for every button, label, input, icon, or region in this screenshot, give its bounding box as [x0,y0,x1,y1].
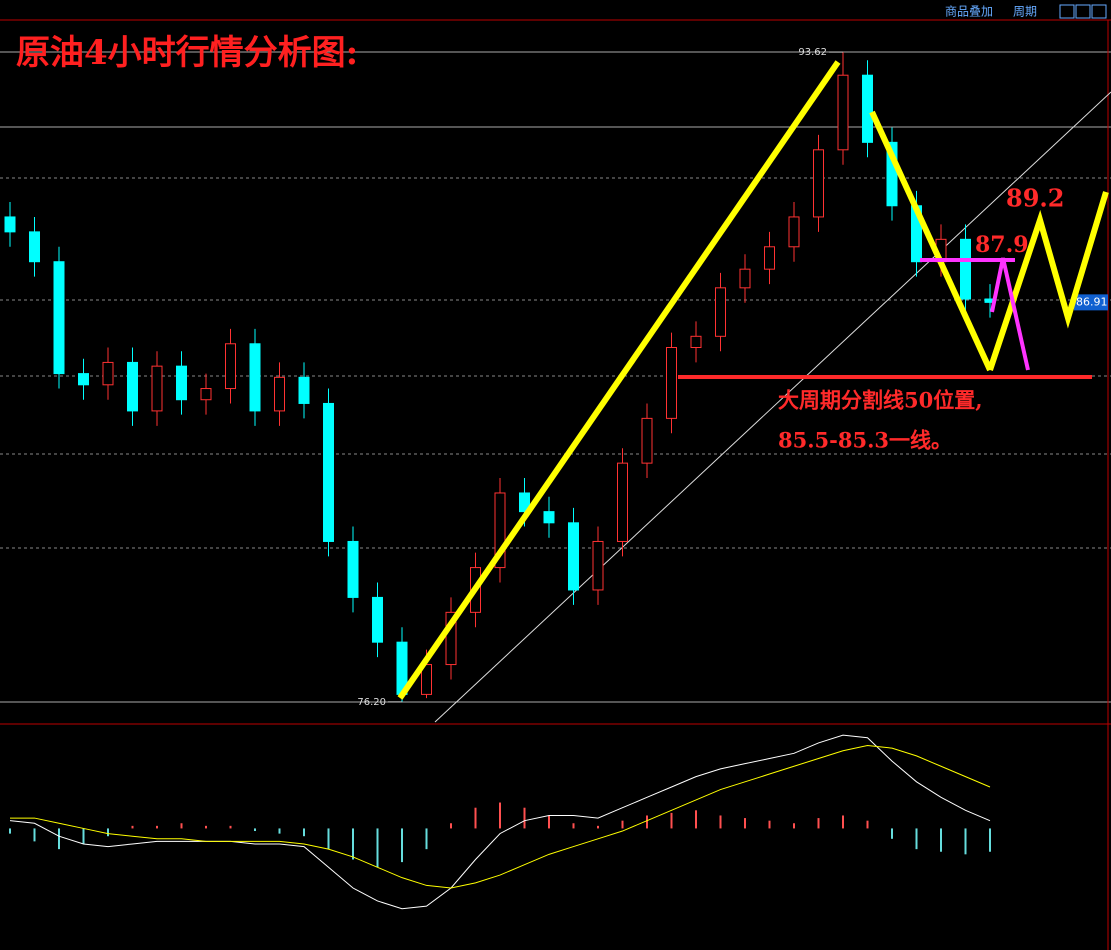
candle-body [960,238,971,300]
candle-body [592,540,604,591]
candle-body [298,376,310,404]
candle-body [886,141,898,207]
candle-body [837,74,849,151]
candle-body [176,365,187,401]
last-price-label: 86.91 [1076,295,1108,308]
annotation: 大周期分割线50位置, [778,388,983,413]
macd-dif [9,734,991,910]
toolbar [0,0,1111,20]
period-button[interactable]: 周期 [1013,5,1037,19]
extreme-label: 93.62 [798,47,827,58]
candle-body [568,522,579,591]
annotation: 87.9 [975,232,1029,258]
nav-button[interactable] [1059,4,1075,19]
nav-button[interactable] [1091,4,1107,19]
candle-body [813,149,824,218]
candle-body [617,462,628,542]
candle-body [78,373,89,386]
candle-body [4,216,16,233]
extreme-label: 76.20 [357,697,386,708]
candle-body [127,361,138,412]
chart-title: 原油4小时行情分析图: [16,33,358,73]
candle-body [494,492,506,569]
grid [0,20,1111,950]
candle-body [788,216,800,248]
overlay-button[interactable]: 商品叠加 [945,4,993,19]
annotation: 89.2 [1006,184,1064,213]
candle-body [372,596,383,643]
candle-body [715,287,726,337]
candle-body [249,343,261,412]
annotation-arrows [397,60,1109,700]
candle-body [690,335,702,349]
candle-body [53,261,65,375]
candle-body [445,611,457,666]
candle-body [102,361,114,386]
annotations: 89.2 87.9 大周期分割线50位置, 85.5-85.3一线。 [778,184,1064,453]
candle-body [519,492,530,513]
candle-body [739,268,751,289]
candle-body [274,376,285,412]
nav-button[interactable] [1075,4,1091,19]
candle-body [347,540,359,598]
candle-body [543,511,555,524]
macd-dea [10,745,991,889]
last-price-box [1074,294,1108,311]
candle-body [200,388,212,401]
candle-body [764,246,775,270]
candle-body [666,347,677,419]
candle-body [29,231,40,263]
trendline [434,91,1111,723]
candle-body [641,417,653,464]
candle-body [151,365,163,412]
candle-body [225,343,236,390]
candle-body [323,402,334,542]
candle-body [862,74,873,143]
annotation: 85.5-85.3一线。 [778,428,952,453]
